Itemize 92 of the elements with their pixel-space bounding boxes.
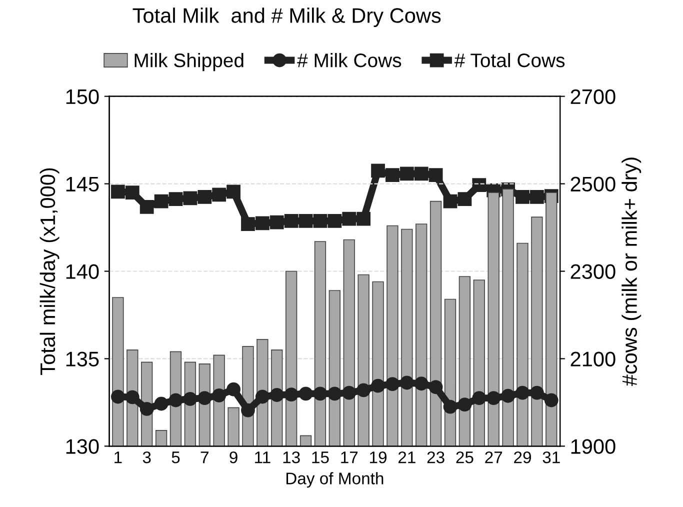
point xyxy=(486,391,501,406)
x-tick-label: 3 xyxy=(142,451,151,464)
x-tick-label: 21 xyxy=(398,451,416,464)
point xyxy=(212,388,226,402)
point xyxy=(154,194,168,208)
x-tick-label: 25 xyxy=(456,451,474,464)
y-tick-label: 145 xyxy=(66,177,99,192)
x-axis-title: Day of Month xyxy=(286,472,384,488)
point xyxy=(226,184,240,199)
y2-tick-label: 2300 xyxy=(570,264,616,279)
point xyxy=(386,377,400,392)
point xyxy=(168,393,183,408)
point xyxy=(154,396,168,411)
point xyxy=(414,166,428,181)
point xyxy=(342,386,356,400)
point xyxy=(111,390,125,404)
point xyxy=(501,388,515,403)
point xyxy=(270,388,284,402)
y2-tick-label: 2700 xyxy=(570,89,616,104)
point xyxy=(111,184,125,199)
x-tick-label: 19 xyxy=(370,451,386,464)
point xyxy=(284,214,298,228)
point xyxy=(226,382,240,396)
legend-label: # Total Cows xyxy=(454,52,565,68)
point xyxy=(125,390,140,404)
y2-tick-label: 2100 xyxy=(570,352,616,366)
point xyxy=(255,216,270,230)
point xyxy=(255,390,270,404)
y-tick-label: 140 xyxy=(66,264,99,279)
x-tick-label: 27 xyxy=(485,451,502,464)
point xyxy=(183,392,198,406)
point xyxy=(443,400,458,414)
point xyxy=(458,192,472,206)
x-tick-label: 31 xyxy=(542,451,560,464)
point xyxy=(284,388,298,402)
x-tick-label: 15 xyxy=(312,452,329,464)
x-tick-label: 7 xyxy=(200,452,208,464)
point xyxy=(472,178,486,192)
point xyxy=(356,383,371,398)
point xyxy=(198,391,212,406)
point xyxy=(458,398,472,412)
point xyxy=(371,378,385,393)
point xyxy=(516,386,530,400)
point xyxy=(356,212,371,226)
y-tick-label: 135 xyxy=(66,352,99,366)
point xyxy=(168,192,183,206)
x-tick-label: 9 xyxy=(230,451,238,464)
x-tick-label: 11 xyxy=(255,452,270,464)
y2-tick-label: 2500 xyxy=(570,176,616,192)
point xyxy=(530,386,544,400)
point xyxy=(443,194,458,208)
point xyxy=(342,212,356,226)
x-tick-label: 23 xyxy=(427,451,444,464)
point xyxy=(428,380,443,394)
point xyxy=(241,217,255,231)
point xyxy=(183,191,198,206)
point xyxy=(140,200,154,214)
x-tick-label: 13 xyxy=(283,451,300,464)
point xyxy=(530,190,544,204)
legend-label: # Milk Cows xyxy=(297,52,402,68)
point xyxy=(328,214,342,228)
x-tick-label: 5 xyxy=(172,452,180,464)
point xyxy=(298,386,313,401)
legend-label: Milk Shipped xyxy=(134,52,244,72)
y2-axis-title: #cows (milk or milk+ dry) xyxy=(622,158,642,386)
x-tick-label: 1 xyxy=(114,452,122,464)
y-tick-label: 130 xyxy=(66,439,99,454)
point xyxy=(371,164,385,178)
x-tick-label: 29 xyxy=(514,451,531,464)
point xyxy=(428,168,443,182)
point xyxy=(313,214,328,228)
point xyxy=(328,386,342,401)
point xyxy=(414,376,428,391)
point xyxy=(400,376,414,390)
y2-tick-label: 1900 xyxy=(571,439,616,454)
point xyxy=(544,393,558,408)
point xyxy=(212,188,226,202)
point xyxy=(198,190,212,204)
point xyxy=(241,403,255,418)
point xyxy=(313,386,328,401)
x-tick-label: 17 xyxy=(341,452,358,464)
point xyxy=(516,190,530,204)
point xyxy=(400,166,414,181)
chart-title: Total Milk and # Milk & Dry Cows xyxy=(132,8,441,28)
point xyxy=(270,215,284,230)
y-axis-title: Total milk/day (x1,000) xyxy=(40,168,60,375)
point xyxy=(298,214,313,228)
point xyxy=(386,168,400,182)
point xyxy=(140,402,154,416)
point xyxy=(472,391,486,406)
y-tick-label: 150 xyxy=(66,89,99,104)
point xyxy=(125,186,140,200)
